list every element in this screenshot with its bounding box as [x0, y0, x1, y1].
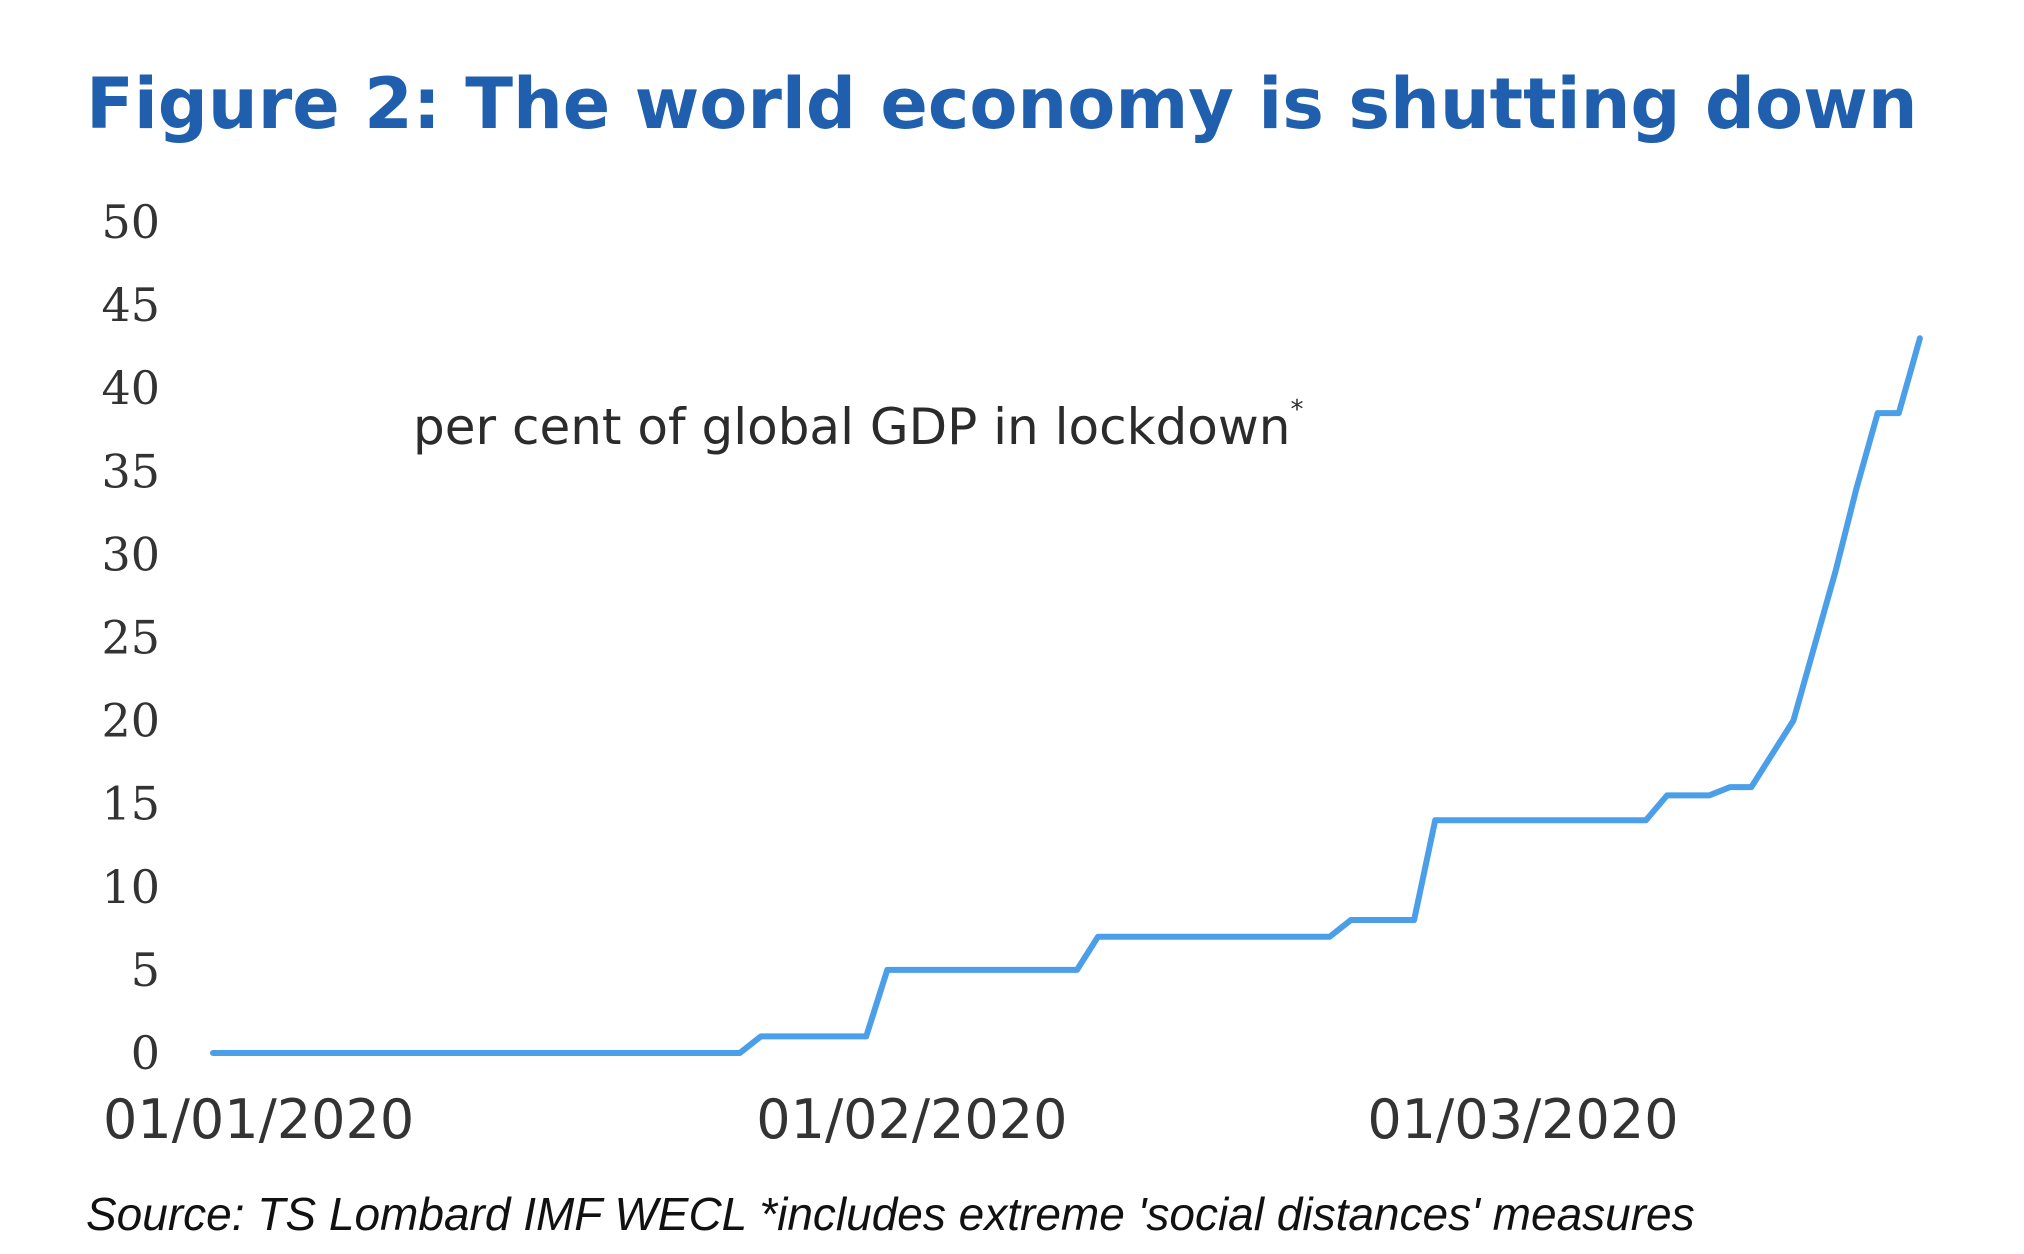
annotation-footnote-mark: *	[1290, 395, 1303, 425]
y-tick-label: 40	[101, 361, 160, 415]
y-tick-label: 35	[101, 444, 160, 498]
y-tick-label: 0	[131, 1026, 160, 1080]
x-tick-label: 01/03/2020	[1367, 1088, 1678, 1151]
y-tick-label: 25	[101, 611, 160, 665]
x-axis-tick-labels: 01/01/2020 01/02/2020 01/03/2020	[103, 1088, 1679, 1151]
y-tick-label: 5	[131, 943, 160, 997]
y-tick-label: 15	[101, 777, 160, 831]
y-tick-label: 20	[101, 694, 160, 748]
series-line	[210, 335, 1923, 1056]
source-note: Source: TS Lombard IMF WECL *includes ex…	[86, 1188, 1695, 1240]
y-tick-label: 30	[101, 527, 160, 581]
series-layer	[210, 335, 1923, 1056]
x-tick-label: 01/01/2020	[103, 1088, 414, 1151]
y-tick-label: 45	[101, 278, 160, 332]
chart-annotation: per cent of global GDP in lockdown*	[413, 395, 1303, 456]
x-tick-label: 01/02/2020	[756, 1088, 1067, 1151]
annotation-text: per cent of global GDP in lockdown	[413, 398, 1290, 456]
y-axis-tick-labels: 0 5 10 15 20 25 30 35 40 45 50	[101, 195, 160, 1080]
y-tick-label: 10	[101, 860, 160, 914]
chart-title: Figure 2: The world economy is shutting …	[86, 63, 1918, 145]
y-tick-label: 50	[101, 195, 160, 249]
